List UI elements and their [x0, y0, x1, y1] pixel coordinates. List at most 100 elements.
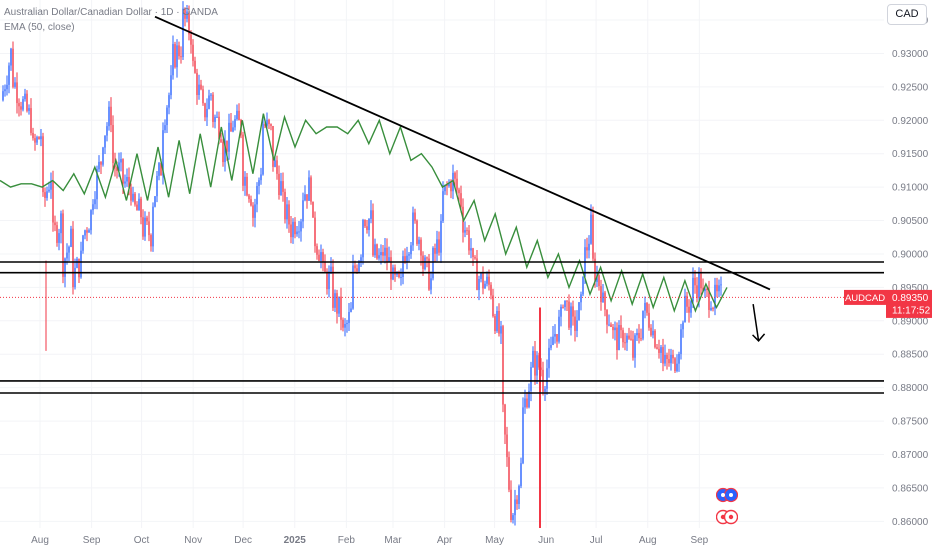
- candle-body: [192, 44, 194, 61]
- candle-body: [8, 65, 10, 85]
- candle-body: [668, 359, 670, 364]
- candle-body: [40, 136, 42, 140]
- candle-body: [676, 363, 678, 371]
- y-tick-label: 0.86000: [892, 517, 929, 528]
- candle-body: [60, 213, 62, 234]
- candle-body: [12, 48, 14, 87]
- candle-body: [328, 271, 330, 290]
- y-tick-label: 0.93000: [892, 49, 929, 60]
- candle-body: [100, 161, 102, 165]
- candle-body: [278, 173, 280, 195]
- candle-body: [130, 187, 132, 201]
- chart-title[interactable]: Australian Dollar/Canadian Dollar · 1D ·…: [4, 7, 218, 18]
- candle-body: [118, 162, 120, 171]
- candle-body: [612, 326, 614, 331]
- candle-body: [238, 110, 240, 121]
- candle-body: [172, 44, 174, 76]
- candle-body: [128, 176, 130, 188]
- bull-bear-icon[interactable]: [716, 487, 738, 503]
- candle-body: [658, 348, 660, 353]
- candle-body: [684, 295, 686, 323]
- candle-body: [536, 355, 538, 376]
- candle-body: [374, 244, 376, 256]
- time-axis: Aug Sep Oct Nov Dec 2025 Feb Mar Apr May Jun Jul Aug…: [31, 535, 709, 546]
- candle-body: [146, 217, 148, 222]
- candle-body: [110, 106, 112, 126]
- candle-body: [580, 294, 582, 303]
- candle-body: [344, 324, 346, 328]
- candle-body: [148, 221, 150, 236]
- candle-body: [558, 316, 560, 342]
- candle-body: [488, 276, 490, 285]
- candle-body: [80, 250, 82, 278]
- candle-body: [502, 326, 504, 405]
- candle-body: [70, 228, 72, 247]
- candle-body: [264, 124, 266, 126]
- candle-body: [292, 221, 294, 238]
- candle-body: [212, 94, 214, 123]
- candle-body: [180, 56, 182, 58]
- candle-body: [394, 267, 396, 275]
- currency-button[interactable]: CAD: [887, 4, 927, 25]
- last-price-text: 0.89350: [892, 293, 929, 304]
- x-tick-label: Mar: [384, 535, 402, 546]
- candle-body: [354, 265, 356, 269]
- candle-body: [578, 302, 580, 321]
- candle-body: [610, 324, 612, 327]
- candle-body: [324, 261, 326, 272]
- candle-body: [298, 231, 300, 233]
- y-tick-label: 0.91000: [892, 183, 929, 194]
- candle-body: [330, 266, 332, 272]
- candle-body: [562, 306, 564, 308]
- symbol-tag-text: AUDCAD: [845, 293, 885, 304]
- candle-body: [304, 194, 306, 201]
- candle-body: [122, 159, 124, 184]
- candle-body: [26, 93, 28, 111]
- candle-body: [664, 355, 666, 364]
- candle-body: [158, 163, 160, 176]
- dividend-icon[interactable]: [716, 509, 738, 525]
- candle-body: [14, 82, 16, 87]
- candle-body: [16, 82, 18, 104]
- candle-body: [124, 181, 126, 184]
- candle-body: [408, 254, 410, 256]
- candle-body: [38, 137, 40, 140]
- indicator-legend[interactable]: EMA (50, close): [4, 22, 75, 33]
- candle-body: [492, 295, 494, 317]
- candle-body: [272, 125, 274, 167]
- x-tick-label: Jul: [590, 535, 603, 546]
- candle-body: [386, 247, 388, 263]
- candle-body: [716, 284, 718, 292]
- candle-body: [144, 217, 146, 237]
- candle-body: [720, 284, 722, 286]
- x-tick-label: Sep: [83, 535, 101, 546]
- candle-body: [86, 230, 88, 233]
- candle-body: [104, 135, 106, 148]
- candle-body: [588, 243, 590, 251]
- candle-body: [400, 277, 402, 279]
- candle-body: [74, 267, 76, 288]
- candle-body: [286, 204, 288, 220]
- candle-body: [604, 292, 606, 310]
- candle-body: [370, 210, 372, 219]
- candle-body: [10, 48, 12, 66]
- candle-body: [694, 277, 696, 286]
- y-tick-label: 0.86500: [892, 483, 929, 494]
- candle-body: [348, 311, 350, 323]
- candle-body: [594, 258, 596, 282]
- candle-body: [126, 176, 128, 182]
- candle-body: [700, 273, 702, 289]
- candle-body: [470, 248, 472, 251]
- candle-body: [406, 255, 408, 263]
- candle-body: [550, 345, 552, 348]
- candle-body: [484, 283, 486, 289]
- candle-body: [214, 116, 216, 123]
- candle-body: [622, 330, 624, 343]
- candle-body: [116, 167, 118, 171]
- x-tick-label: Apr: [437, 535, 453, 546]
- candle-body: [120, 159, 122, 163]
- candle-body: [446, 184, 448, 187]
- x-tick-label: Aug: [31, 535, 49, 546]
